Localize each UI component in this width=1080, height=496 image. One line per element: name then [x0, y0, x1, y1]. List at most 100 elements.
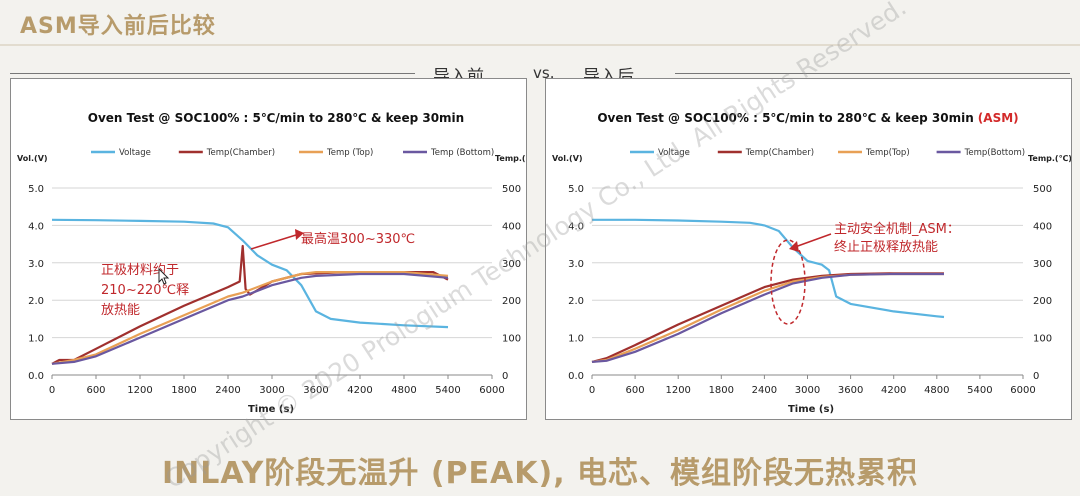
chart-panel-before: Oven Test @ SOC100% : 5℃/min to 280℃ & k… [10, 78, 539, 420]
legend-label-temp-top: Temp (Top) [326, 148, 373, 158]
series-line-temp-top [51, 271, 449, 365]
compare-vs-label: vs. [533, 64, 555, 82]
x-tick-label: 4200 [881, 385, 906, 396]
x-tick-label: 3000 [795, 385, 820, 396]
y-left-tick-label: 2.0 [28, 296, 44, 307]
legend-label-temp-chamber: Temp(Chamber) [745, 148, 814, 158]
y-right-tick-label: 300 [502, 259, 521, 270]
y-right-tick-label: 100 [1033, 334, 1052, 345]
x-tick-label: 1800 [709, 385, 734, 396]
x-tick-label: 600 [86, 385, 105, 396]
x-tick-label: 3600 [303, 385, 328, 396]
compare-divider-right [675, 73, 1070, 74]
chart-title-main: Oven Test @ SOC100% : 5℃/min to 280℃ & k… [597, 111, 973, 125]
annotation-cathode-line3: 放热能 [101, 303, 140, 318]
mouse-cursor-icon [158, 267, 170, 285]
series-line-voltage [51, 218, 449, 329]
annotation-layer: 最高温300~330℃ 正极材料约于 210~220℃释 放热能 [101, 229, 415, 318]
y-right-tick-label: 100 [502, 334, 521, 345]
x-tick-label: 3000 [259, 385, 284, 396]
annotation-arrow-asm [794, 233, 832, 248]
x-tick-label: 5400 [967, 385, 992, 396]
annotation-circle-asm [770, 239, 806, 325]
y-right-tick-label: 0 [1033, 371, 1039, 382]
y-right-label: Temp.(℃) [1028, 154, 1071, 163]
x-tick-label: 4800 [391, 385, 416, 396]
y-left-tick-label: 5.0 [28, 184, 44, 195]
x-tick-label: 1200 [665, 385, 690, 396]
annotation-arrow-peak [250, 234, 297, 250]
annotation-cathode-line2: 210~220℃释 [101, 283, 189, 298]
y-left-tick-label: 0.0 [28, 371, 44, 382]
bottom-summary: INLAY阶段无温升 (PEAK), 电芯、模组阶段无热累积 [161, 456, 919, 491]
y-left-tick-label: 2.0 [568, 296, 584, 307]
x-tick-label: 6000 [479, 385, 504, 396]
tick-layer: 0.0 1.0 2.0 3.0 4.0 5.0 0 100 200 300 400 500 0 600 12… [568, 184, 1052, 396]
compare-divider-left [10, 73, 415, 74]
y-right-tick-label: 0 [502, 371, 508, 382]
series-line-temp-bottom [591, 272, 944, 363]
legend-label-temp-bottom: Temp(Bottom) [964, 148, 1025, 158]
legend-label-temp-top: Temp(Top) [865, 148, 910, 158]
x-tick-label: 600 [626, 385, 645, 396]
y-right-label: Temp.(℃) [495, 154, 526, 163]
grid-layer [591, 187, 1024, 379]
legend-label-voltage: Voltage [658, 148, 690, 158]
y-right-tick-label: 400 [502, 221, 521, 232]
series-layer [51, 218, 449, 365]
chart-title-suffix: (ASM) [978, 111, 1019, 125]
chart-title-main: Oven Test @ SOC100% : 5℃/min to 280℃ & k… [88, 111, 464, 125]
x-tick-label: 3600 [838, 385, 863, 396]
chart-panel-after: Oven Test @ SOC100% : 5℃/min to 280℃ & k… [545, 78, 1072, 420]
annotation-peak-temp: 最高温300~330℃ [301, 231, 415, 247]
annotation-arrowhead-asm [789, 241, 799, 252]
series-line-temp-bottom [51, 272, 449, 365]
x-tick-label: 6000 [1010, 385, 1035, 396]
x-tick-label: 4200 [347, 385, 372, 396]
x-tick-label: 5400 [435, 385, 460, 396]
y-right-tick-label: 400 [1033, 221, 1052, 232]
y-right-tick-label: 200 [502, 296, 521, 307]
tick-layer: 0.0 1.0 2.0 3.0 4.0 5.0 0 100 200 300 400 500 0 600 12… [28, 184, 521, 396]
x-tick-label: 1200 [127, 385, 152, 396]
y-left-tick-label: 3.0 [568, 259, 584, 270]
y-right-tick-label: 200 [1033, 296, 1052, 307]
y-right-tick-label: 500 [1033, 184, 1052, 195]
series-line-voltage [592, 218, 945, 319]
legend-layer: Voltage Temp(Chamber) Temp (Top) Temp (Bott… [91, 148, 494, 158]
x-tick-label: 4800 [924, 385, 949, 396]
y-left-tick-label: 4.0 [568, 221, 584, 232]
x-tick-label: 1800 [171, 385, 196, 396]
annotation-layer: 主动安全机制_ASM： 终止正极释放热能 [770, 221, 960, 325]
title-underline [0, 44, 1080, 46]
legend-label-voltage: Voltage [119, 148, 151, 158]
y-left-tick-label: 3.0 [28, 259, 44, 270]
x-tick-label: 2400 [752, 385, 777, 396]
y-left-tick-label: 4.0 [28, 221, 44, 232]
grid-layer [51, 187, 493, 379]
y-left-tick-label: 0.0 [568, 371, 584, 382]
series-layer [591, 218, 945, 363]
x-tick-label: 0 [49, 385, 55, 396]
annotation-arrowhead-peak [295, 229, 304, 240]
x-axis-label: Time (s) [248, 404, 294, 415]
slide-title: ASM导入前后比较 [20, 14, 216, 39]
y-left-label: Vol.(V) [17, 154, 48, 163]
annotation-asm-line1: 主动安全机制_ASM： [834, 221, 960, 237]
x-tick-label: 0 [589, 385, 595, 396]
chart-before: Oven Test @ SOC100% : 5℃/min to 280℃ & k… [17, 111, 539, 415]
x-tick-label: 2400 [215, 385, 240, 396]
chart-title: Oven Test @ SOC100% : 5℃/min to 280℃ & k… [597, 111, 1018, 125]
y-left-tick-label: 1.0 [568, 334, 584, 345]
y-right-tick-label: 300 [1033, 259, 1052, 270]
legend-label-temp-chamber: Temp(Chamber) [206, 148, 275, 158]
legend-layer: Voltage Temp(Chamber) Temp(Top) Temp(Bottom… [630, 148, 1025, 158]
y-left-tick-label: 1.0 [28, 334, 44, 345]
y-right-tick-label: 500 [502, 184, 521, 195]
y-left-tick-label: 5.0 [568, 184, 584, 195]
legend-label-temp-bottom: Temp (Bottom) [430, 148, 494, 158]
annotation-cathode-line1: 正极材料约于 [101, 263, 179, 278]
y-left-label: Vol.(V) [552, 154, 583, 163]
chart-title: Oven Test @ SOC100% : 5℃/min to 280℃ & k… [88, 111, 464, 125]
chart-after: Oven Test @ SOC100% : 5℃/min to 280℃ & k… [552, 111, 1072, 415]
